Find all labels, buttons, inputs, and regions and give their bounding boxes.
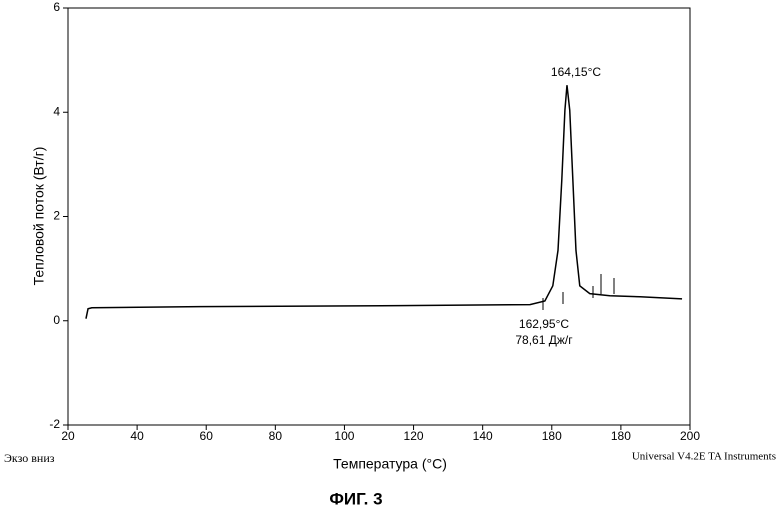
x-tick-label: 100 [334, 429, 354, 443]
annotation: 164,15°C [551, 65, 602, 79]
x-tick-label: 140 [473, 429, 493, 443]
annotation: 162,95°C [519, 317, 570, 331]
figure-caption: ФИГ. 3 [329, 489, 382, 508]
x-tick-label: 200 [680, 429, 700, 443]
x-tick-label: 120 [404, 429, 424, 443]
x-tick-label: 20 [61, 429, 75, 443]
note-right: Universal V4.2E TA Instruments [632, 451, 776, 463]
x-tick-label: 60 [200, 429, 214, 443]
chart: Тепловой поток (Вт/г) Температура (°C) Э… [0, 0, 780, 513]
y-tick-label: 4 [53, 104, 60, 118]
y-tick-label: 2 [53, 209, 60, 223]
y-tick-label: 0 [53, 313, 60, 327]
data-line [86, 85, 682, 319]
x-tick-label: 80 [269, 429, 283, 443]
x-tick-label: 180 [611, 429, 631, 443]
y-tick-label: -2 [49, 417, 60, 431]
y-tick-label: 6 [53, 0, 60, 14]
annotation: 78,61 Дж/г [515, 333, 573, 347]
note-left: Экзо вниз [4, 451, 55, 465]
x-tick-label: 180 [542, 429, 562, 443]
x-axis-label: Температура (°C) [333, 456, 447, 472]
x-tick-label: 40 [130, 429, 144, 443]
y-axis-label: Тепловой поток (Вт/г) [31, 147, 47, 286]
